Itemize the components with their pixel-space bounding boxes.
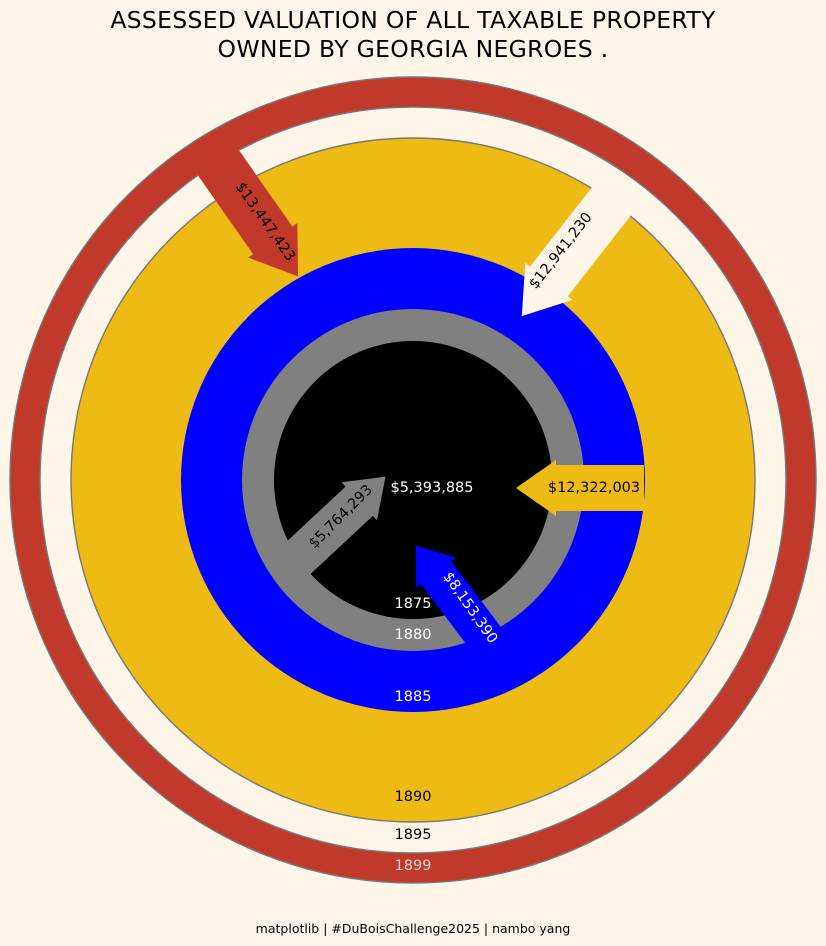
year-label-1899: 1899 <box>395 858 432 874</box>
chart-title-line-2: OWNED BY GEORGIA NEGROES . <box>217 35 609 63</box>
ring-1875 <box>274 341 552 619</box>
year-label-1875: 1875 <box>395 596 432 612</box>
arrow-1899 <box>192 139 299 277</box>
year-label-1890: 1890 <box>395 789 432 805</box>
arrow-1895 <box>521 183 634 317</box>
credit-line: matplotlib | #DuBoisChallenge2025 | namb… <box>255 921 571 936</box>
chart-title-line-1: ASSESSED VALUATION OF ALL TAXABLE PROPER… <box>110 6 716 34</box>
chart-title: ASSESSED VALUATION OF ALL TAXABLE PROPER… <box>0 6 826 64</box>
arrow-1890 <box>516 460 644 516</box>
value-label-1890: $12,322,003 <box>548 480 640 496</box>
arrow-1885 <box>415 545 506 656</box>
value-label-1875: $5,393,885 <box>390 480 473 496</box>
arrow-1880 <box>276 476 386 580</box>
year-label-1880: 1880 <box>395 627 432 643</box>
year-label-1885: 1885 <box>395 689 432 705</box>
year-label-1895: 1895 <box>395 827 432 843</box>
